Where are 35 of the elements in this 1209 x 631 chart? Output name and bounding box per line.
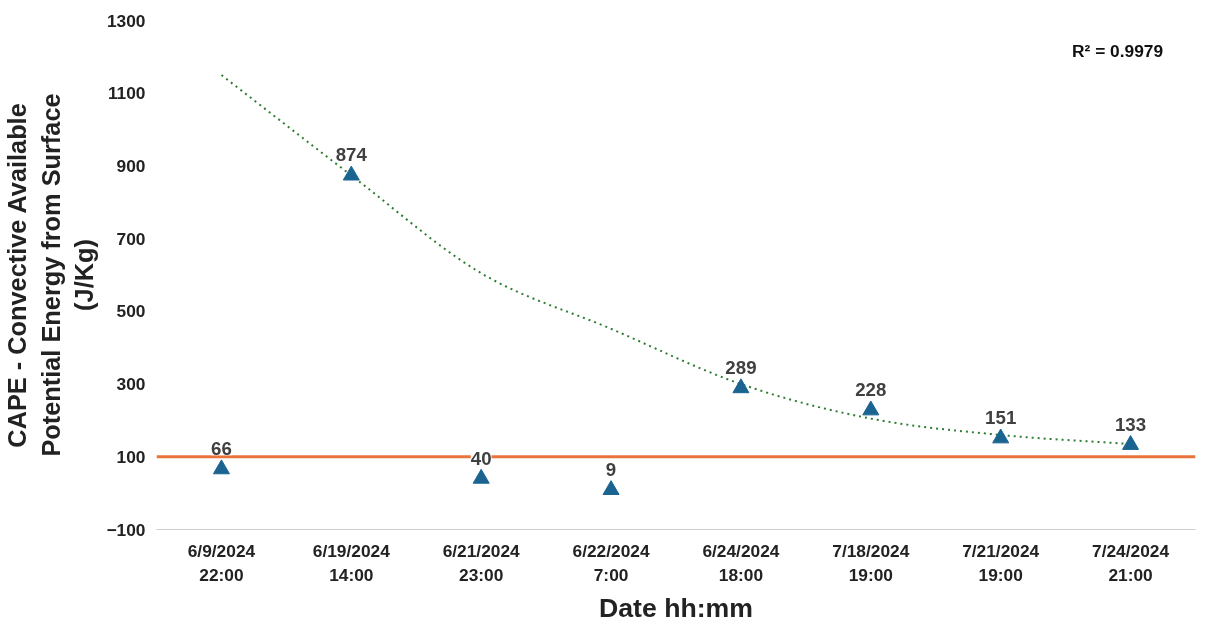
y-tick-label: 1300: [106, 10, 146, 31]
y-tick-label: 500: [116, 301, 146, 322]
x-tick-label: 6/9/2024 22:00: [187, 540, 256, 585]
point: [992, 428, 1010, 444]
data-label: 133: [1115, 413, 1147, 435]
x-axis-title: Date hh:mm: [598, 592, 754, 623]
data-label: 874: [335, 144, 368, 166]
y-tick-label: 1100: [107, 83, 146, 104]
x-tick-label: 7/18/2024 19:00: [832, 540, 910, 585]
point: [342, 165, 360, 181]
point: [1122, 435, 1140, 450]
point: [472, 468, 490, 484]
y-tick-label: 900: [116, 155, 146, 176]
data-label: 9: [605, 458, 617, 480]
x-tick-label: 7/21/2024 19:00: [962, 540, 1040, 585]
data-label: 151: [985, 407, 1017, 429]
x-tick-label: 6/24/2024 18:00: [702, 540, 780, 585]
y-tick-label: −100: [106, 519, 146, 540]
y-tick-label: 300: [116, 374, 146, 395]
data-label: 228: [855, 379, 887, 401]
annotation: R² = 0.9979: [1072, 40, 1164, 61]
x-tick-label: 7/24/2024 21:00: [1092, 540, 1170, 585]
x-tick-label: 6/19/2024 14:00: [312, 540, 391, 585]
x-tick-label: 6/22/2024 7:00: [572, 540, 650, 585]
point: [862, 400, 880, 416]
data-label: 289: [725, 357, 757, 379]
data-label: 66: [211, 438, 232, 460]
y-tick-label: 700: [116, 228, 146, 249]
x-tick-label: 6/21/2024 23:00: [442, 540, 521, 585]
y-tick-label: 100: [116, 446, 146, 467]
y-axis-title: CAPE - Convective Available Potential Energy from Surface (J/Kg): [3, 93, 99, 457]
point: [212, 459, 230, 475]
data-label: 40: [470, 447, 492, 469]
point: [732, 378, 750, 394]
point: [602, 480, 620, 495]
